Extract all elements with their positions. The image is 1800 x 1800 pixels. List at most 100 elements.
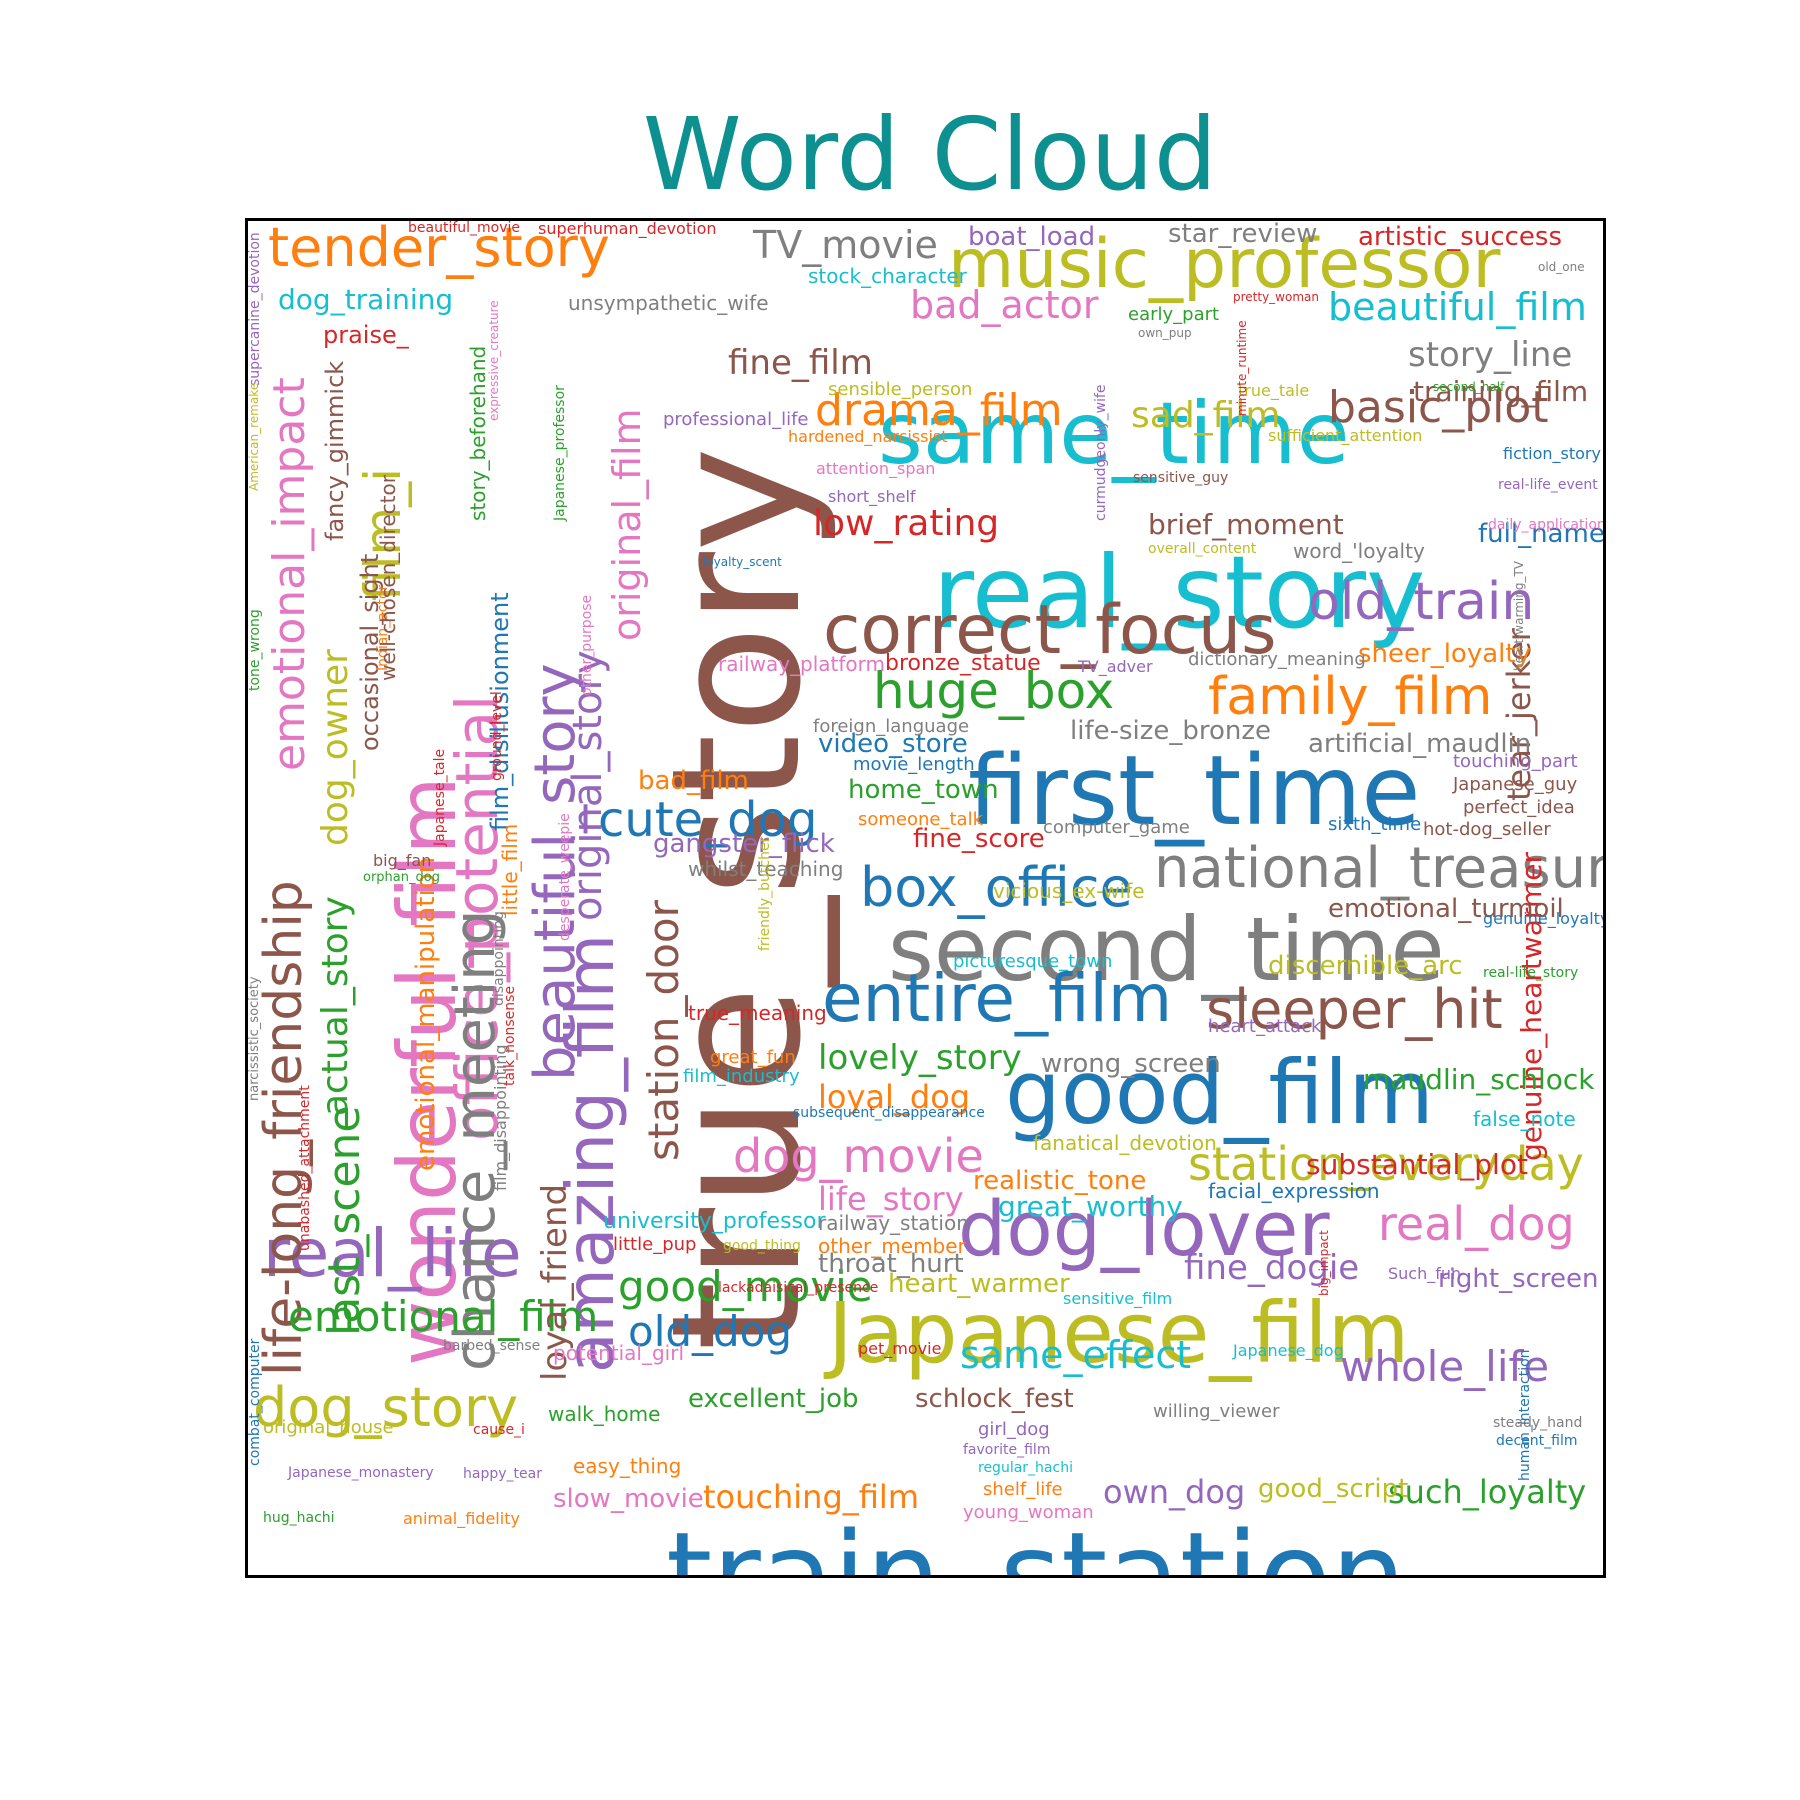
cloud-word: disappointing — [491, 911, 507, 1006]
cloud-word: sensible_person — [828, 379, 973, 400]
cloud-word: story_line — [1408, 335, 1573, 375]
cloud-word: emotional_turmoil — [1328, 894, 1564, 924]
cloud-word: superhuman_devotion — [538, 219, 717, 238]
cloud-word: film_industry — [683, 1066, 800, 1087]
cloud-word: touching_part — [1453, 751, 1578, 772]
cloud-word: daily_application — [1488, 517, 1606, 533]
cloud-word: video_store — [818, 729, 968, 759]
cloud-word: brief_moment — [1148, 508, 1344, 541]
cloud-word: right_screen — [1438, 1264, 1599, 1294]
cloud-word: university_professor — [603, 1209, 826, 1234]
cloud-word: own_dog — [1103, 1473, 1246, 1511]
cloud-word: touching_film — [703, 1478, 919, 1516]
cloud-word: narcissistic_society — [247, 976, 262, 1101]
cloud-word: life_story — [818, 1180, 964, 1218]
cloud-word: good_movie — [618, 1262, 873, 1311]
cloud-word: big_fan — [373, 851, 432, 870]
cloud-word: fine_film — [728, 343, 873, 383]
cloud-word: facial_expression — [1208, 1179, 1380, 1203]
cloud-word: foreign_language — [813, 716, 970, 737]
cloud-word: Japanese_monastery — [288, 1465, 434, 1481]
cloud-word: hardened_narcissist — [788, 427, 948, 446]
cloud-word: attention_span — [816, 459, 936, 478]
cloud-word: box_office — [860, 856, 1133, 919]
cloud-word: sleeper_hit — [1206, 978, 1503, 1041]
cloud-word: pet_movie — [858, 1339, 942, 1358]
cloud-word: old_dog — [628, 1307, 793, 1356]
cloud-word: favorite_film — [963, 1442, 1051, 1458]
cloud-word: American_remake — [247, 382, 261, 491]
cloud-word: ground_level — [489, 691, 505, 781]
cloud-word: boat_load — [968, 222, 1096, 252]
cloud-word: emotional_film — [288, 1292, 599, 1341]
cloud-word: stock_character — [808, 264, 967, 288]
cloud-word: barbed_sense — [443, 1338, 541, 1354]
cloud-word: excellent_job — [688, 1384, 859, 1414]
cloud-word: training_film — [1413, 375, 1589, 408]
cloud-word: good_film — [1005, 1041, 1434, 1144]
cloud-word: national_treasure — [1154, 836, 1606, 901]
cloud-word: tone_wrong — [247, 609, 263, 691]
cloud-word: fiction_story — [1503, 444, 1601, 463]
cloud-word: big_impact — [1317, 1230, 1331, 1296]
cloud-word: dog_movie — [733, 1129, 984, 1183]
cloud-word: unsympathetic_wife — [568, 291, 769, 315]
cloud-word: lackadaisical_presence — [718, 1280, 879, 1296]
cloud-word: good_thing — [723, 1238, 801, 1254]
cloud-word: whole_life — [1340, 1342, 1550, 1391]
cloud-word: Japanese_film — [828, 1284, 1410, 1382]
cloud-word: sensitive_film — [1063, 1289, 1173, 1308]
cloud-word: minute_runtime — [1235, 320, 1249, 416]
cloud-word: substantial_plot — [1306, 1148, 1528, 1181]
cloud-word: sad_film — [1131, 395, 1281, 436]
cloud-word: basic_plot — [1328, 382, 1549, 433]
cloud-word: wrong_screen — [1041, 1049, 1221, 1079]
cloud-word: artistic_success — [1358, 222, 1563, 252]
cloud-word: early_part — [1128, 304, 1220, 325]
cloud-word: whilst_teaching — [688, 857, 844, 881]
cloud-word: walk_home — [548, 1402, 661, 1426]
cloud-word: real_story — [933, 534, 1426, 651]
cloud-word: girl_dog — [978, 1419, 1050, 1440]
cloud-word: schlock_fest — [915, 1384, 1074, 1414]
cloud-word: heart-warming_TV — [1512, 561, 1526, 671]
page-title: Word Cloud — [642, 96, 1218, 213]
cloud-word: perfect_idea — [1463, 797, 1575, 818]
cloud-word: lovely_story — [818, 1038, 1022, 1078]
cloud-word: emotional_impact — [264, 377, 315, 771]
cloud-word: original_house — [263, 1417, 394, 1438]
cloud-word: own_pup — [1138, 326, 1192, 340]
cloud-word: orphan_dog — [363, 870, 440, 885]
cloud-word: overall_content — [1148, 541, 1257, 557]
cloud-word: heart_attack — [1208, 1016, 1322, 1037]
cloud-word: sensitive_guy — [1133, 470, 1229, 486]
cloud-word: willing_viewer — [1153, 1401, 1280, 1422]
cloud-word: desperate_weepie — [557, 813, 573, 941]
cloud-word: bronze_statue — [885, 651, 1041, 676]
cloud-word: Japanese_professor — [552, 385, 568, 521]
cloud-word: gangster_flick — [653, 829, 835, 859]
cloud-word: music_professor — [948, 225, 1501, 304]
cloud-word: genuine_loyalty — [1483, 909, 1606, 928]
cloud-word: bad_actor — [910, 283, 1099, 327]
cloud-word: entire_film — [822, 960, 1173, 1037]
cloud-word: railway_station — [818, 1211, 969, 1235]
cloud-word: same_time — [878, 384, 1350, 484]
cloud-word: story_beforehand — [466, 345, 490, 521]
cloud-word: great_worthy — [998, 1190, 1183, 1223]
cloud-word: full_name — [1478, 519, 1605, 549]
cloud-word: true_meaning — [688, 1001, 827, 1025]
cloud-word: family_film — [1208, 667, 1493, 727]
cloud-word: Japanese_tale — [432, 748, 448, 846]
cloud-word: huge_box — [873, 662, 1115, 720]
cloud-word: discernible_arc — [1268, 951, 1463, 981]
cloud-word: human_interaction — [1517, 1349, 1533, 1481]
cloud-word: combat_computer — [247, 1338, 263, 1466]
cloud-word: decent_film — [1496, 1433, 1578, 1449]
cloud-word: station_everyday — [1188, 1137, 1584, 1191]
cloud-word: expressive_creature — [487, 300, 501, 421]
cloud-word: shelf_life — [983, 1479, 1063, 1500]
cloud-word: vicious_ex-wife — [993, 879, 1145, 903]
cloud-word: animal_fidelity — [403, 1509, 520, 1528]
cloud-word: sheer_loyalty — [1358, 639, 1531, 669]
